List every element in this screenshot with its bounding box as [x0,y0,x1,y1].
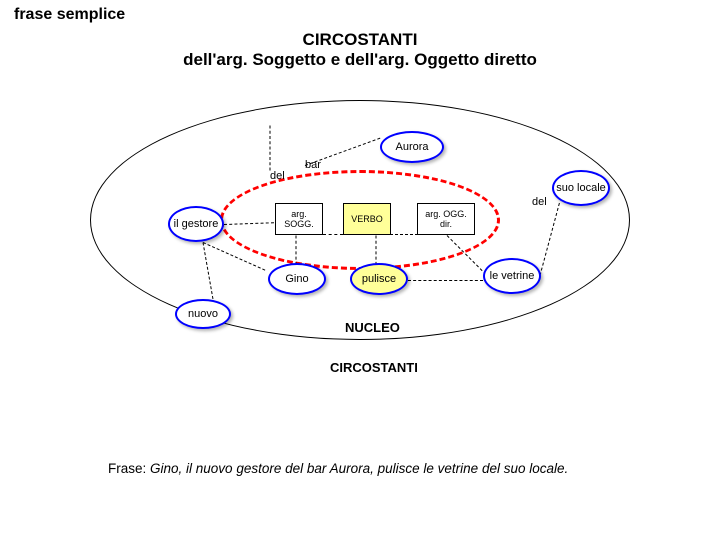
label-del-1: del [270,170,285,182]
connector-line [323,234,343,235]
diagram-area: Aurora bar del suo locale del il gestore… [90,100,630,360]
label-circostanti: CIRCOSTANTI [330,360,418,375]
connector-line [408,280,483,281]
label-bar: bar [305,159,321,171]
node-le-vetrine: le vetrine [483,258,541,294]
node-suo-locale: suo locale [552,170,610,206]
label-nucleo: NUCLEO [345,320,400,335]
box-arg-sogg: arg. SOGG. [275,203,323,235]
connector-line [390,234,418,235]
node-il-gestore: il gestore [168,206,224,242]
label-del-2: del [532,196,547,208]
sentence-prefix: Frase: [108,461,150,476]
box-arg-ogg: arg. OGG. dir. [417,203,475,235]
example-sentence: Frase: Gino, il nuovo gestore del bar Au… [108,460,608,479]
title-line2: dell'arg. Soggetto e dell'arg. Oggetto d… [0,50,720,70]
box-verbo: VERBO [343,203,391,235]
node-pulisce: pulisce [350,263,408,295]
connector-line [270,126,271,171]
node-aurora: Aurora [380,131,444,163]
title: CIRCOSTANTI dell'arg. Soggetto e dell'ar… [0,30,720,70]
node-nuovo: nuovo [175,299,231,329]
node-gino: Gino [268,263,326,295]
sentence-italic: Gino, il nuovo gestore del bar Aurora, p… [150,461,568,476]
header-label: frase semplice [14,6,125,24]
title-line1: CIRCOSTANTI [0,30,720,50]
